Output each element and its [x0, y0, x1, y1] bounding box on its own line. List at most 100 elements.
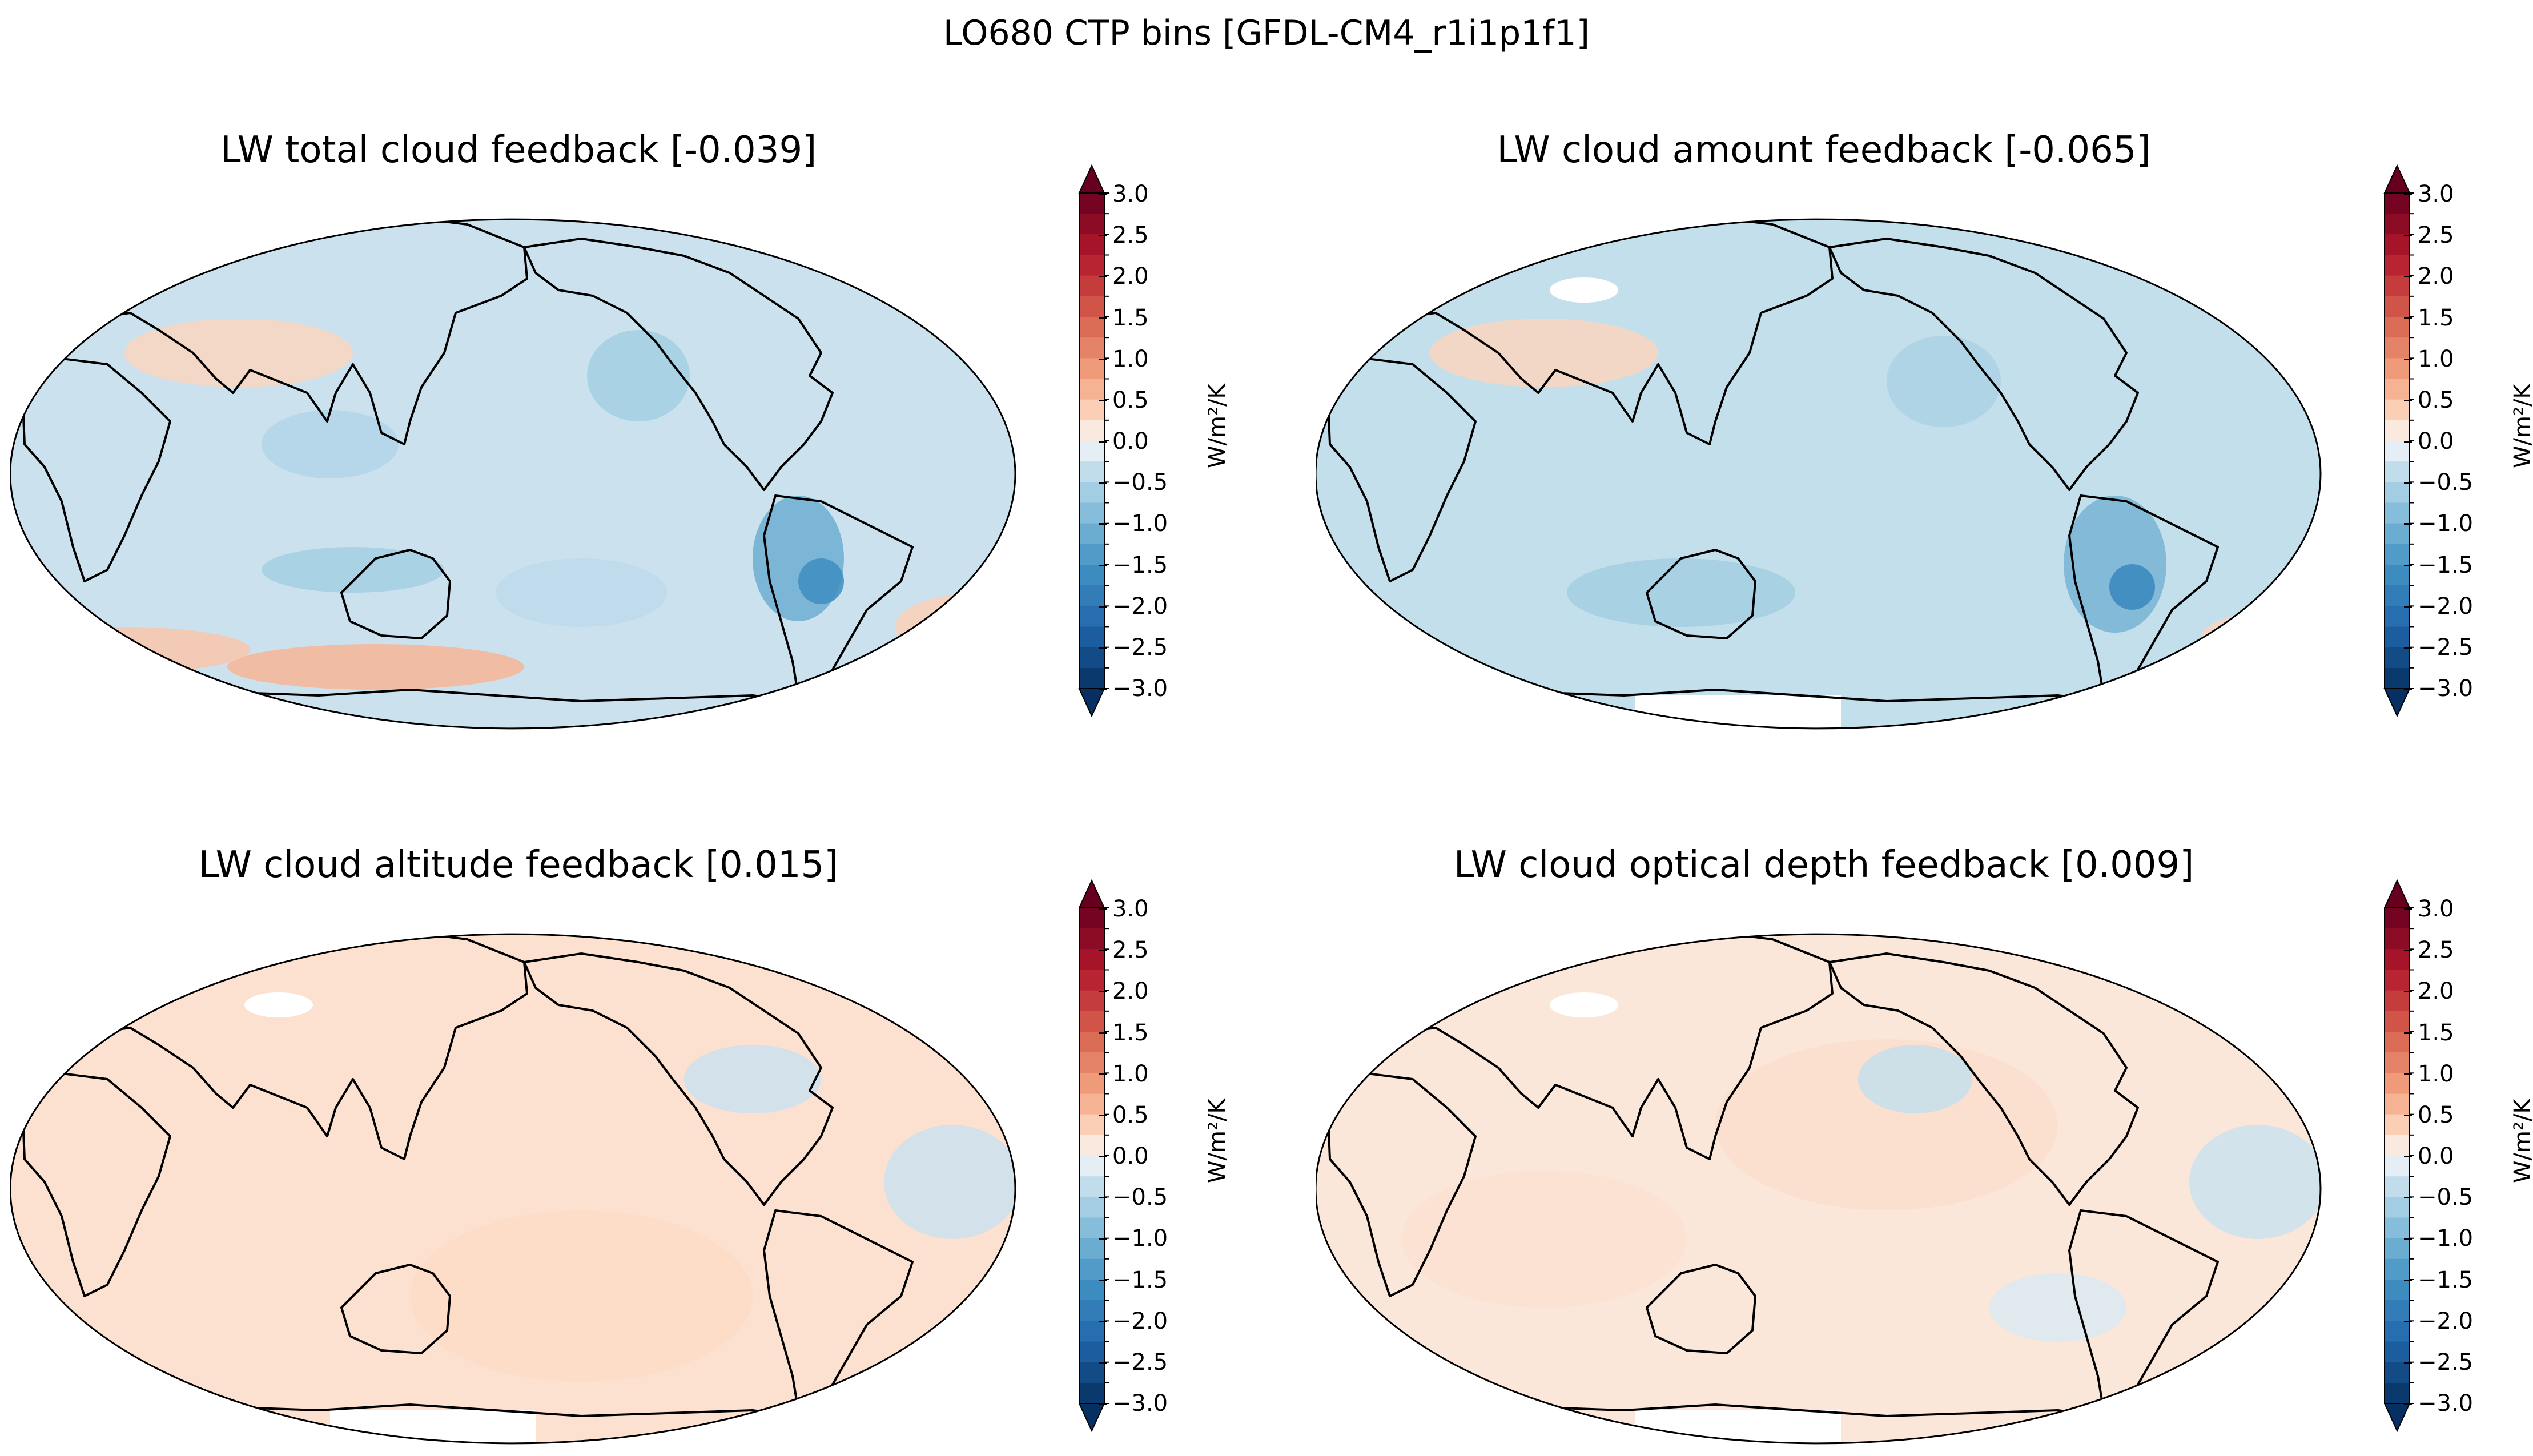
- colorbar-tick: 2.5: [2404, 937, 2454, 963]
- colorbar: [2383, 879, 2414, 1433]
- feedback-anomaly: [684, 1045, 821, 1113]
- colorbar-level: [2385, 1052, 2410, 1073]
- colorbar-level: [1079, 502, 1104, 524]
- colorbar-extend-max: [1078, 879, 1105, 908]
- colorbar-level: [1079, 337, 1104, 359]
- colorbar-tick: 0.0: [1099, 428, 1149, 455]
- colorbar-extend-max: [1078, 164, 1105, 194]
- colorbar-level: [2385, 502, 2410, 524]
- feedback-anomaly: [1989, 1273, 2126, 1342]
- colorbar-level: [1079, 1321, 1104, 1342]
- colorbar-tick: 3.0: [2404, 896, 2454, 922]
- colorbar-tick: −2.0: [2403, 1308, 2474, 1334]
- missing-data-region: [1550, 992, 1618, 1017]
- colorbar-tick: 1.0: [1099, 1061, 1149, 1087]
- colorbar-level: [1079, 441, 1104, 462]
- missing-data-region: [1550, 277, 1618, 303]
- map-panel-total: LW total cloud feedback [-0.039] 3.0 2.5…: [10, 124, 1255, 741]
- colorbar-level: [2385, 1280, 2410, 1301]
- feedback-map: [10, 164, 1109, 730]
- colorbar-level: [2385, 461, 2410, 482]
- colorbar-level: [1079, 928, 1104, 950]
- colorbar-level: [1079, 214, 1104, 235]
- map-boundary: [10, 933, 1016, 1445]
- colorbar-tick: 1.0: [2404, 346, 2454, 372]
- feedback-anomaly: [798, 558, 844, 604]
- colorbar-extend-min: [2383, 1403, 2411, 1433]
- colorbar-level: [1079, 275, 1104, 297]
- colorbar-tick: −3.0: [1098, 1390, 1168, 1417]
- feedback-anomaly: [2064, 496, 2166, 633]
- colorbar-tick: 1.0: [2404, 1061, 2454, 1087]
- colorbar-level: [1079, 908, 1104, 929]
- colorbar-tick: 2.5: [1099, 937, 1149, 963]
- colorbar-level: [1079, 1176, 1104, 1197]
- coastline-greenland: [2131, 229, 2213, 285]
- colorbar-tick: −0.5: [1098, 1184, 1168, 1210]
- colorbar-tick: 1.5: [2404, 305, 2454, 331]
- colorbar-tick: 0.5: [2404, 1102, 2454, 1128]
- panel-title: LW cloud optical depth feedback [0.009]: [1453, 844, 2194, 886]
- colorbar-ticks: 3.0 2.5 2.0 1.5 1.0 0.5 0.0 −0.5 −1.0 −1…: [2403, 182, 2486, 701]
- colorbar-level: [2385, 1238, 2410, 1260]
- colorbar-tick: −2.0: [1098, 1308, 1168, 1334]
- feedback-anomaly: [1858, 1045, 1972, 1113]
- colorbar-tick: 1.5: [1099, 1020, 1149, 1046]
- colorbar-tick: −2.0: [2403, 593, 2474, 620]
- colorbar-tick: −1.0: [1098, 1225, 1168, 1252]
- missing-data-region: [244, 992, 313, 1017]
- colorbar-level: [1079, 1258, 1104, 1280]
- missing-data-region: [1635, 1410, 1841, 1443]
- colorbar-level: [2385, 193, 2410, 214]
- colorbar-tick: 2.0: [1099, 263, 1149, 289]
- colorbar-level: [1079, 1073, 1104, 1095]
- colorbar-level: [2385, 990, 2410, 1012]
- colorbar-level: [2385, 358, 2410, 380]
- panel-title: LW total cloud feedback [-0.039]: [220, 129, 817, 171]
- colorbar-level: [1079, 317, 1104, 338]
- colorbar-tick: −3.0: [2403, 1390, 2474, 1417]
- colorbar-level: [1079, 1032, 1104, 1053]
- coastline-australia: [340, 549, 451, 639]
- feedback-anomaly: [410, 1210, 753, 1382]
- colorbar-tick: −2.5: [2403, 1349, 2474, 1375]
- colorbar-level: [1079, 234, 1104, 256]
- colorbar-extend-min: [2383, 688, 2411, 718]
- feedback-anomaly: [227, 644, 524, 690]
- colorbar-tick: −1.0: [2403, 1225, 2474, 1252]
- colorbar-level: [2385, 420, 2410, 441]
- colorbar-level: [2385, 275, 2410, 297]
- colorbar-unit-label: W/m²/K: [2510, 384, 2533, 468]
- colorbar-tick: −2.5: [1098, 1349, 1168, 1375]
- missing-data-region: [330, 1410, 536, 1443]
- feedback-anomaly: [1401, 1171, 1687, 1308]
- colorbar-level: [2385, 626, 2410, 648]
- map-panel-altitude: LW cloud altitude feedback [0.015] 3.0 2…: [10, 839, 1255, 1456]
- colorbar-level: [1079, 544, 1104, 565]
- coastline-northAmerica: [1828, 952, 2139, 1206]
- feedback-anomaly: [2201, 610, 2321, 667]
- colorbar-tick: 1.5: [1099, 305, 1149, 331]
- feedback-anomaly: [2189, 1125, 2321, 1239]
- colorbar-level: [1079, 1011, 1104, 1032]
- colorbar-level: [2385, 1341, 2410, 1363]
- colorbar-tick: −2.0: [1098, 593, 1168, 620]
- colorbar-level: [1079, 647, 1104, 669]
- colorbar-level: [1079, 1362, 1104, 1383]
- colorbar-level: [2385, 1032, 2410, 1053]
- colorbar-unit-label: W/m²/K: [2510, 1099, 2533, 1183]
- feedback-anomaly: [1715, 1039, 2058, 1210]
- colorbar-level: [2385, 1011, 2410, 1032]
- colorbar-level: [1079, 1135, 1104, 1156]
- feedback-map: [10, 879, 1109, 1445]
- coastline-northAmerica: [1828, 238, 2139, 491]
- colorbar-extend-min: [1078, 688, 1105, 718]
- colorbar-level: [2385, 970, 2410, 991]
- colorbar-unit-label: W/m²/K: [1204, 1099, 1231, 1183]
- colorbar-level: [1079, 461, 1104, 482]
- colorbar-tick: −1.0: [1098, 510, 1168, 537]
- colorbar-level: [2385, 399, 2410, 421]
- colorbar-level: [2385, 1300, 2410, 1321]
- coastline-australia: [1646, 549, 1756, 639]
